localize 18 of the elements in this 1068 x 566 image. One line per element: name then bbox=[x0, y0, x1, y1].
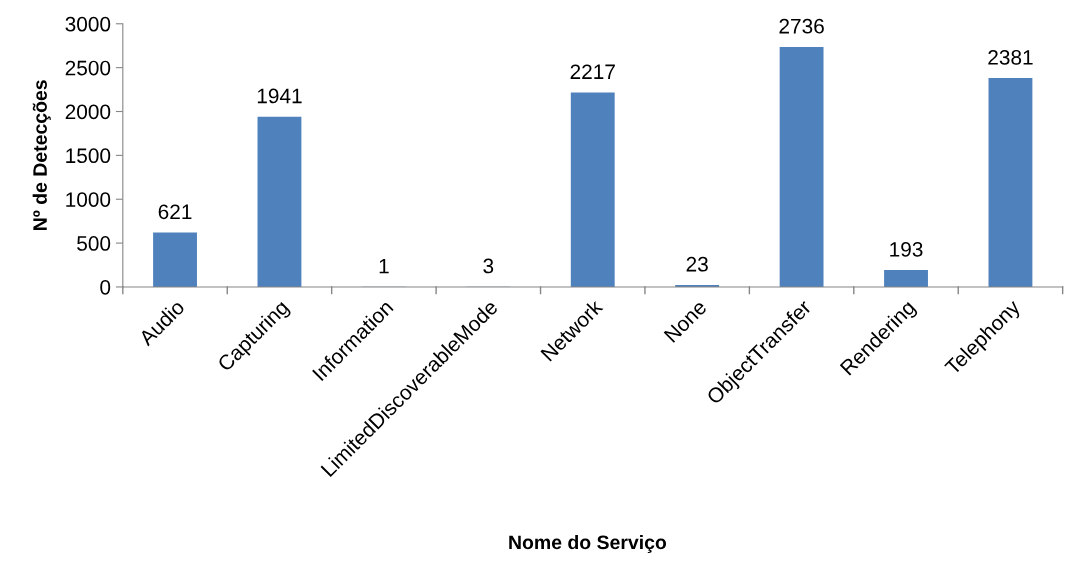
y-tick-label: 2000 bbox=[65, 104, 111, 120]
y-axis-title: Nº de Detecções bbox=[32, 80, 51, 231]
data-label: 621 bbox=[158, 204, 192, 220]
y-tick-label: 500 bbox=[77, 236, 111, 251]
data-label: 2381 bbox=[988, 49, 1033, 65]
y-tick-label: 3000 bbox=[65, 16, 111, 32]
y-tick-label: 2500 bbox=[65, 60, 111, 76]
data-label: 193 bbox=[890, 241, 923, 257]
y-tick-label: 1000 bbox=[66, 192, 111, 207]
data-label: 23 bbox=[686, 256, 708, 272]
x-axis-title: Nome do Serviço bbox=[509, 534, 667, 554]
y-tick-label: 1500 bbox=[66, 148, 111, 164]
data-label: 2217 bbox=[570, 64, 615, 79]
data-label: 1941 bbox=[257, 88, 302, 104]
data-label: 3 bbox=[483, 258, 494, 274]
data-label: 2736 bbox=[779, 18, 824, 34]
data-label: 1 bbox=[379, 259, 389, 274]
y-tick-label: 0 bbox=[100, 279, 111, 295]
